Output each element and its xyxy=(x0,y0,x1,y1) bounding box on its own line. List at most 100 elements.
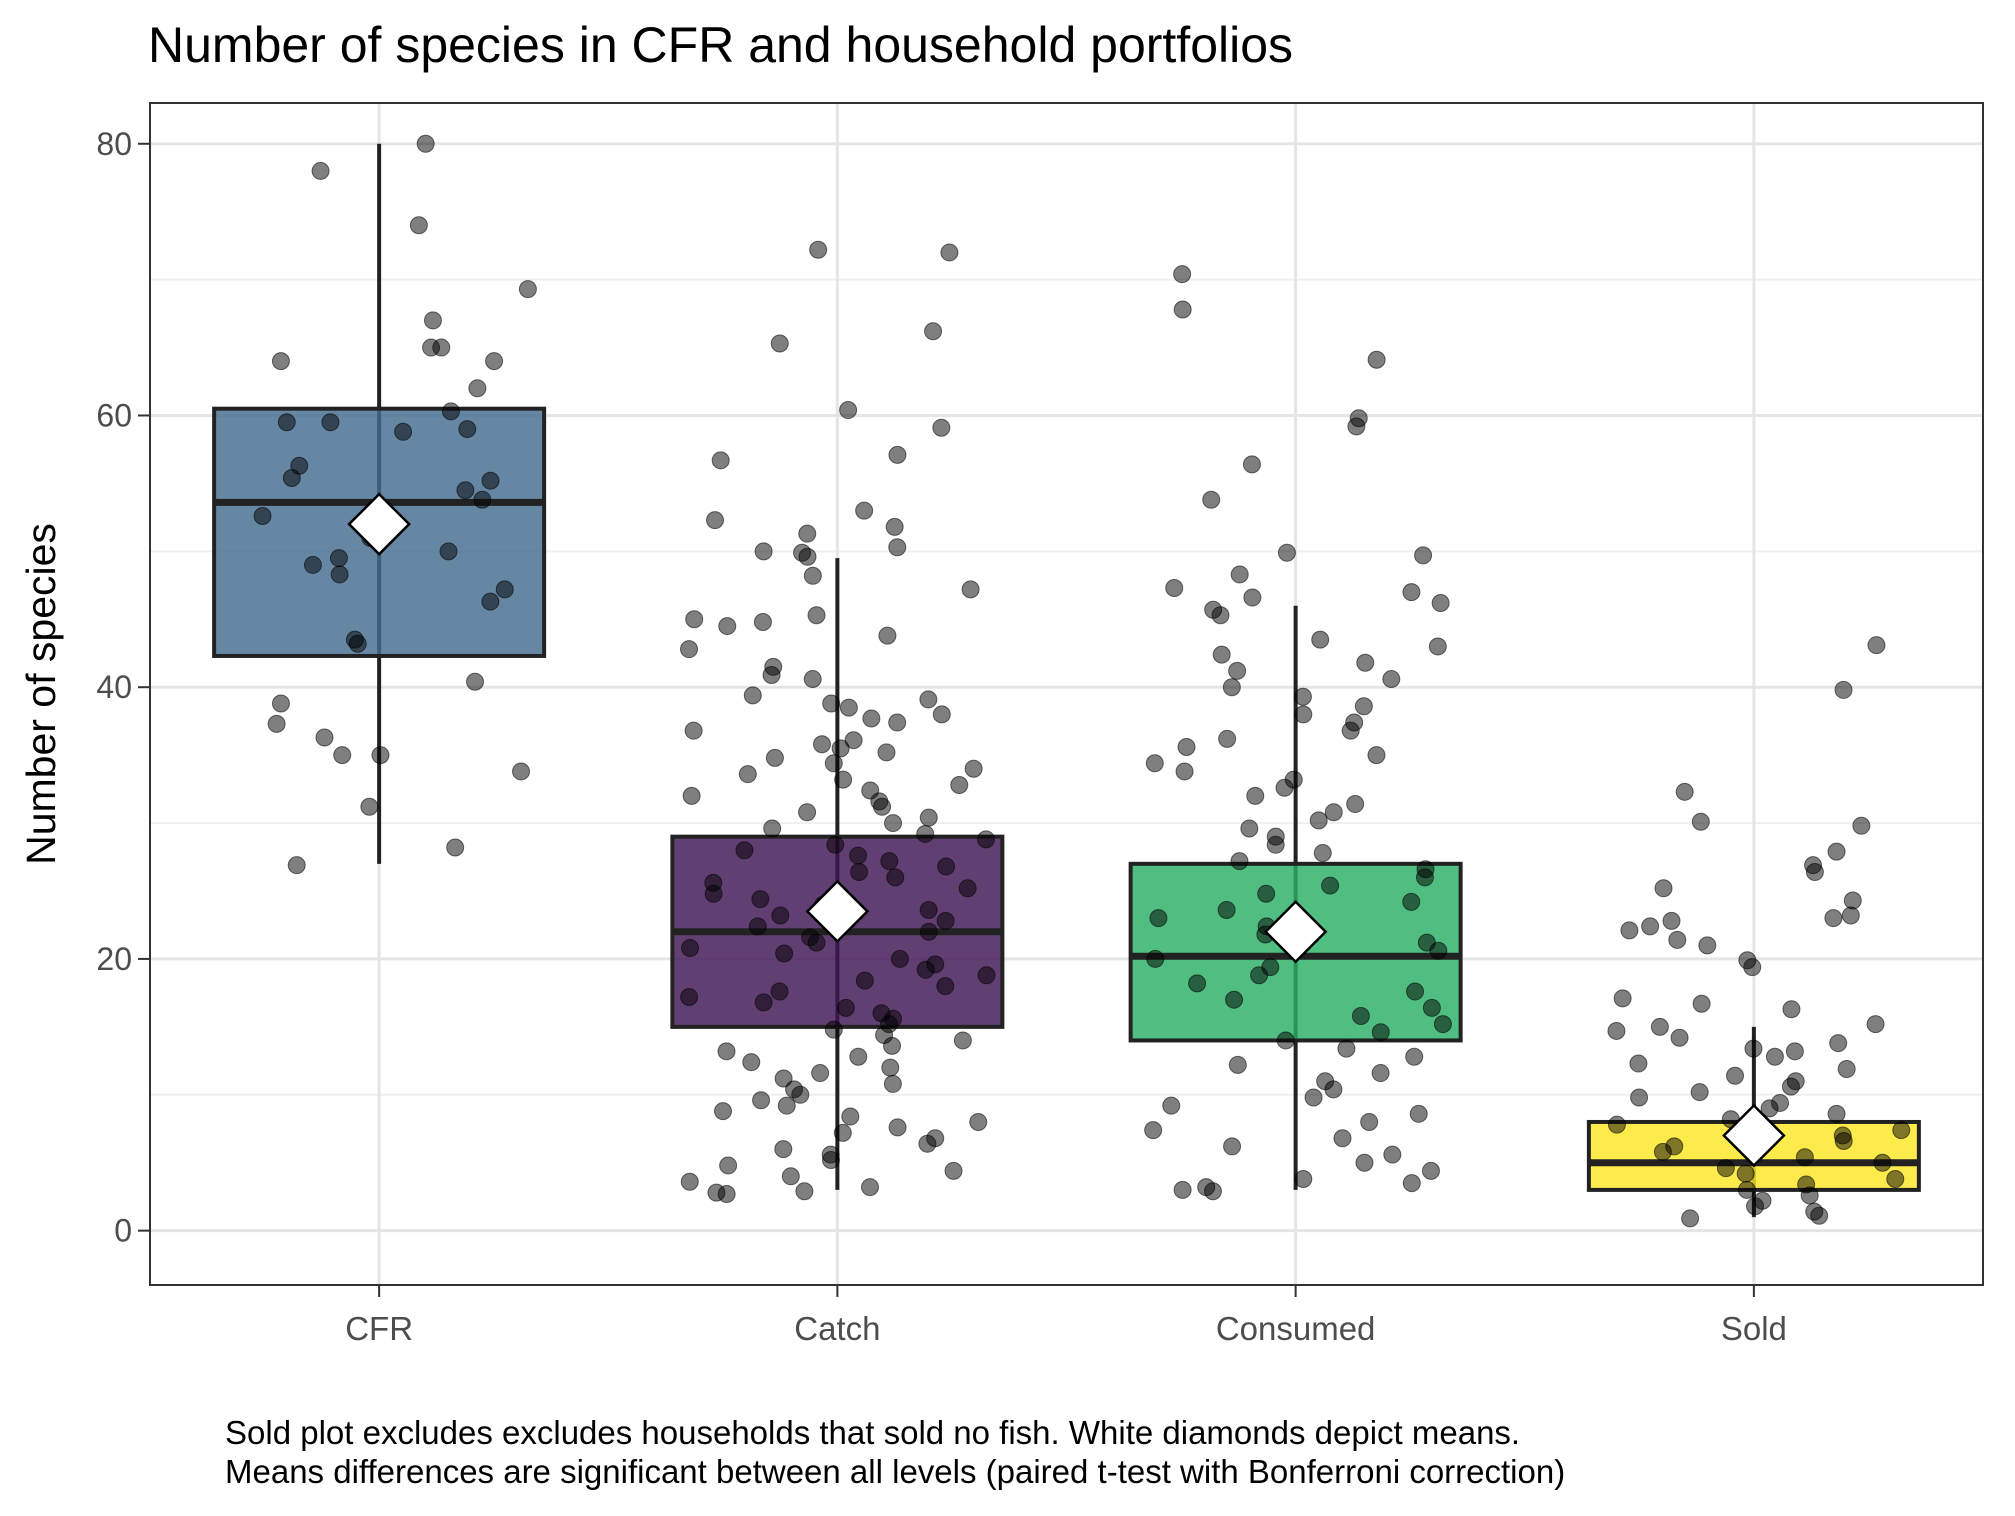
data-point xyxy=(932,705,951,724)
data-point xyxy=(495,580,514,599)
data-point xyxy=(916,960,935,979)
data-point xyxy=(1211,606,1230,625)
data-point xyxy=(1144,1121,1163,1140)
data-point xyxy=(924,322,943,341)
data-point xyxy=(1431,593,1450,612)
data-point xyxy=(831,739,850,758)
data-point xyxy=(849,1047,868,1066)
data-point xyxy=(267,714,286,733)
y-tick-label: 80 xyxy=(96,126,132,162)
data-point xyxy=(1670,1028,1689,1047)
data-point xyxy=(821,1151,840,1170)
data-point xyxy=(883,1036,902,1055)
data-point xyxy=(1402,583,1421,602)
data-point xyxy=(282,468,301,487)
data-point xyxy=(1324,1080,1343,1099)
data-point xyxy=(888,1118,907,1137)
data-point xyxy=(1230,852,1249,871)
data-point xyxy=(1277,543,1296,562)
data-point xyxy=(1242,455,1261,474)
y-tick-label: 40 xyxy=(96,669,132,705)
data-point xyxy=(717,1042,736,1061)
data-point xyxy=(1662,911,1681,930)
data-point xyxy=(330,565,349,584)
data-point xyxy=(839,698,858,717)
data-point xyxy=(919,922,938,941)
data-point xyxy=(1309,811,1328,830)
data-point xyxy=(1173,265,1192,284)
data-point xyxy=(1324,803,1343,822)
data-point xyxy=(873,797,892,816)
axis-layer: 0 20 40 60 80 CFR Catch Consumed Sold xyxy=(96,126,1787,1347)
data-point xyxy=(1212,645,1231,664)
data-point xyxy=(884,814,903,833)
data-point xyxy=(1607,1115,1626,1134)
data-point xyxy=(1843,891,1862,910)
data-point xyxy=(681,939,700,958)
data-point xyxy=(1415,868,1434,887)
data-point xyxy=(1275,778,1294,797)
data-point xyxy=(466,672,485,691)
data-point xyxy=(735,841,754,860)
data-point xyxy=(706,511,725,530)
data-point xyxy=(1402,892,1421,911)
data-point xyxy=(416,134,435,153)
data-point xyxy=(1402,1174,1421,1193)
data-point xyxy=(881,1058,900,1077)
x-tick-label: Sold xyxy=(1721,1310,1787,1347)
data-point xyxy=(1188,974,1207,993)
data-point xyxy=(1367,350,1386,369)
data-point xyxy=(809,240,828,259)
data-point xyxy=(1781,1077,1800,1096)
data-point xyxy=(1225,990,1244,1009)
data-point xyxy=(711,451,730,470)
data-point xyxy=(824,1020,843,1039)
data-point xyxy=(271,694,290,713)
data-point xyxy=(1692,994,1711,1013)
data-point xyxy=(774,1140,793,1159)
data-point xyxy=(1607,1021,1626,1040)
data-point xyxy=(468,379,487,398)
data-point xyxy=(394,422,413,441)
data-point xyxy=(1630,1088,1649,1107)
plot-panel xyxy=(150,103,1983,1285)
data-point xyxy=(1743,958,1762,977)
data-point xyxy=(961,580,980,599)
data-point xyxy=(360,797,379,816)
data-point xyxy=(1834,1131,1853,1150)
data-point xyxy=(1675,782,1694,801)
data-point xyxy=(1837,1059,1856,1078)
data-point xyxy=(1785,1042,1804,1061)
data-point xyxy=(849,846,868,865)
data-point xyxy=(777,1096,796,1115)
data-point xyxy=(878,626,897,645)
mean-diamond xyxy=(347,492,411,556)
data-point xyxy=(1360,1112,1379,1131)
data-point xyxy=(771,906,790,925)
data-point xyxy=(1428,637,1447,656)
mean-diamond xyxy=(1263,899,1328,964)
data-point xyxy=(1266,835,1285,854)
data-point xyxy=(1346,795,1365,814)
data-point xyxy=(1744,1039,1763,1058)
data-point xyxy=(1177,737,1196,756)
data-point xyxy=(409,216,428,235)
data-point xyxy=(1760,1099,1779,1118)
data-point xyxy=(1629,1054,1648,1073)
data-point xyxy=(1852,816,1871,835)
data-point xyxy=(1383,1145,1402,1164)
data-point xyxy=(1668,930,1687,949)
data-point xyxy=(1313,843,1332,862)
data-point xyxy=(685,610,704,629)
data-point xyxy=(1250,966,1269,985)
data-point xyxy=(287,856,306,875)
data-point xyxy=(1146,949,1165,968)
data-point xyxy=(446,838,465,857)
data-point xyxy=(1293,687,1312,706)
data-point xyxy=(1653,1142,1672,1161)
data-point xyxy=(1347,417,1366,436)
data-point xyxy=(1681,1209,1700,1228)
data-point xyxy=(1892,1121,1911,1140)
data-point xyxy=(753,612,772,631)
